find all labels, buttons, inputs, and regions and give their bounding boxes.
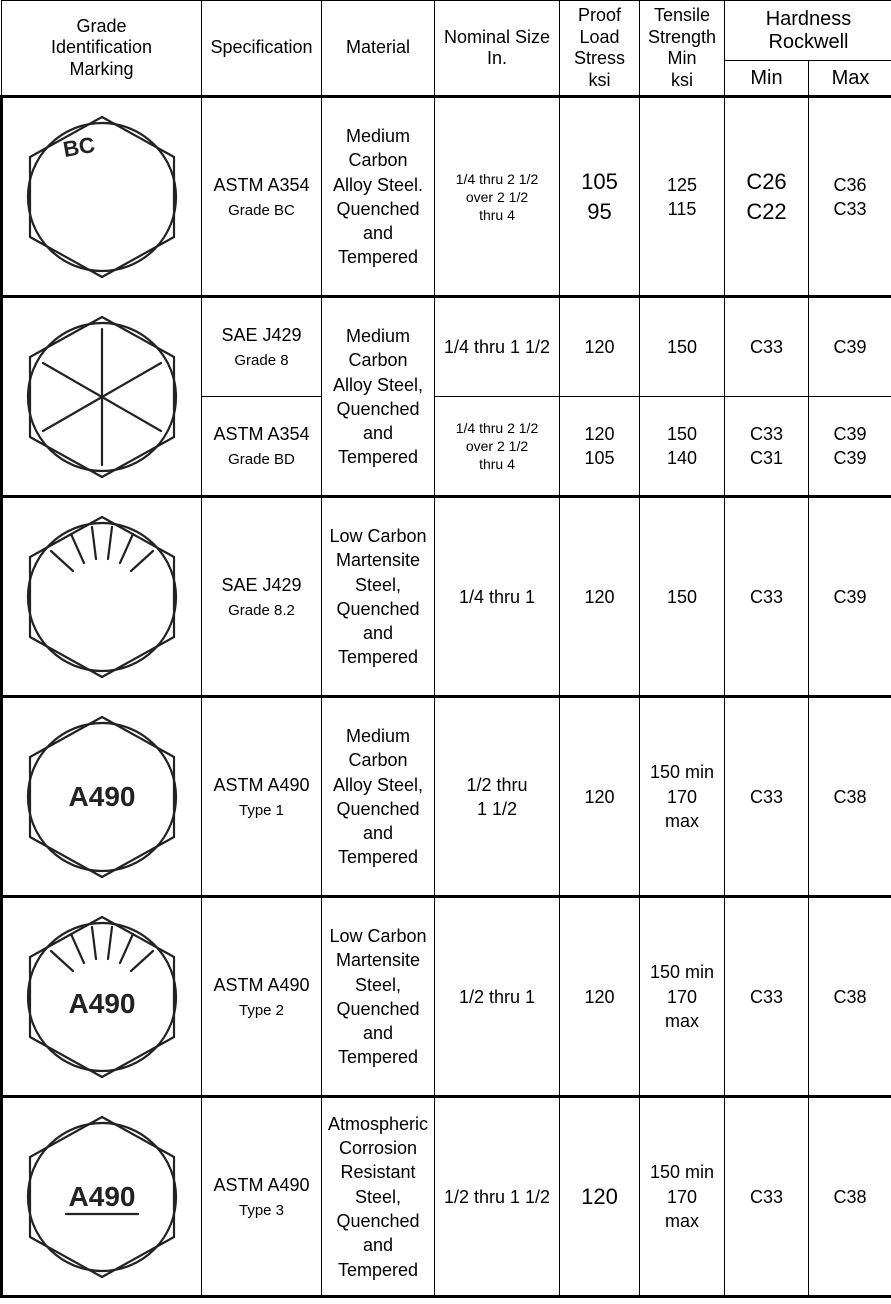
bolt-grade-table: GradeIdentificationMarking Specification…: [0, 0, 891, 1298]
proof-cell: 120: [560, 1097, 640, 1297]
tensile-cell: 150: [640, 297, 725, 397]
tensile-cell: 150 min170max: [640, 1097, 725, 1297]
icon-cell: [2, 297, 202, 497]
spec-cell: ASTM A490Type 1: [202, 697, 322, 897]
table-row: BC ASTM A354Grade BC MediumCarbonAlloy S…: [2, 97, 891, 297]
nominal-cell: 1/2 thru1 1/2: [435, 697, 560, 897]
proof-cell: 120: [560, 897, 640, 1097]
hdr-material: Material: [322, 1, 435, 97]
material-cell: MediumCarbonAlloy Steel,QuenchedandTempe…: [322, 697, 435, 897]
tensile-cell: 150 min170max: [640, 697, 725, 897]
hmax-cell: C39C39: [809, 397, 891, 497]
hmax-cell: C38: [809, 697, 891, 897]
proof-cell: 10595: [560, 97, 640, 297]
table-row: A490 ASTM A490Type 3 AtmosphericCorrosio…: [2, 1097, 891, 1297]
svg-text:A490: A490: [69, 781, 136, 812]
svg-text:A490: A490: [69, 1181, 136, 1212]
spec-cell: ASTM A490Type 3: [202, 1097, 322, 1297]
hex-bc-icon: BC: [16, 111, 188, 283]
hmin-cell: C33: [725, 1097, 809, 1297]
hmax-cell: C36C33: [809, 97, 891, 297]
nominal-cell: 1/4 thru 1 1/2: [435, 297, 560, 397]
hmin-cell: C33: [725, 697, 809, 897]
spec-cell: ASTM A354Grade BD: [202, 397, 322, 497]
proof-cell: 120: [560, 497, 640, 697]
hex-6lines-icon: [16, 311, 188, 483]
table-row: A490 ASTM A490Type 2 Low CarbonMartensit…: [2, 897, 891, 1097]
hdr-hmin: Min: [725, 61, 809, 97]
hdr-nominal: Nominal SizeIn.: [435, 1, 560, 97]
hex-a490-underline-icon: A490: [16, 1111, 188, 1283]
svg-text:A490: A490: [69, 988, 136, 1019]
material-cell: AtmosphericCorrosionResistantSteel,Quenc…: [322, 1097, 435, 1297]
hdr-proof: ProofLoadStressksi: [560, 1, 640, 97]
table-row: SAE J429Grade 8 MediumCarbonAlloy Steel,…: [2, 297, 891, 397]
tensile-cell: 150: [640, 497, 725, 697]
svg-text:BC: BC: [61, 132, 97, 162]
nominal-cell: 1/2 thru 1: [435, 897, 560, 1097]
material-cell: MediumCarbonAlloy Steel,QuenchedandTempe…: [322, 297, 435, 497]
icon-cell: A490: [2, 897, 202, 1097]
tensile-cell: 150140: [640, 397, 725, 497]
icon-cell: A490: [2, 697, 202, 897]
hmax-cell: C38: [809, 1097, 891, 1297]
material-cell: Low CarbonMartensiteSteel,QuenchedandTem…: [322, 497, 435, 697]
spec-cell: SAE J429Grade 8: [202, 297, 322, 397]
hmin-cell: C33C31: [725, 397, 809, 497]
icon-cell: BC: [2, 97, 202, 297]
hex-a490-icon: A490: [16, 711, 188, 883]
hex-fan-icon: [16, 511, 188, 683]
tensile-cell: 150 min170max: [640, 897, 725, 1097]
hmin-cell: C26C22: [725, 97, 809, 297]
hdr-grade: GradeIdentificationMarking: [2, 1, 202, 97]
hmax-cell: C38: [809, 897, 891, 1097]
hmin-cell: C33: [725, 897, 809, 1097]
hmax-cell: C39: [809, 497, 891, 697]
material-cell: MediumCarbonAlloy Steel.QuenchedandTempe…: [322, 97, 435, 297]
icon-cell: [2, 497, 202, 697]
hmax-cell: C39: [809, 297, 891, 397]
material-cell: Low CarbonMartensiteSteel,QuenchedandTem…: [322, 897, 435, 1097]
table-row: SAE J429Grade 8.2 Low CarbonMartensiteSt…: [2, 497, 891, 697]
nominal-cell: 1/4 thru 2 1/2over 2 1/2thru 4: [435, 397, 560, 497]
hdr-tensile: TensileStrengthMinksi: [640, 1, 725, 97]
nominal-cell: 1/4 thru 1: [435, 497, 560, 697]
spec-text: ASTM A354: [213, 175, 309, 195]
hdr-spec: Specification: [202, 1, 322, 97]
hmin-cell: C33: [725, 497, 809, 697]
table-row: A490 ASTM A490Type 1 MediumCarbonAlloy S…: [2, 697, 891, 897]
proof-cell: 120: [560, 297, 640, 397]
spec-cell: SAE J429Grade 8.2: [202, 497, 322, 697]
hmin-cell: C33: [725, 297, 809, 397]
icon-cell: A490: [2, 1097, 202, 1297]
proof-cell: 120: [560, 697, 640, 897]
hdr-hardness: HardnessRockwell: [725, 1, 891, 61]
spec-cell: ASTM A354Grade BC: [202, 97, 322, 297]
hdr-hmax: Max: [809, 61, 891, 97]
tensile-cell: 125115: [640, 97, 725, 297]
nominal-cell: 1/4 thru 2 1/2over 2 1/2thru 4: [435, 97, 560, 297]
hex-a490-fan-icon: A490: [16, 911, 188, 1083]
spec-cell: ASTM A490Type 2: [202, 897, 322, 1097]
nominal-cell: 1/2 thru 1 1/2: [435, 1097, 560, 1297]
proof-cell: 120105: [560, 397, 640, 497]
header-row-1: GradeIdentificationMarking Specification…: [2, 1, 891, 61]
